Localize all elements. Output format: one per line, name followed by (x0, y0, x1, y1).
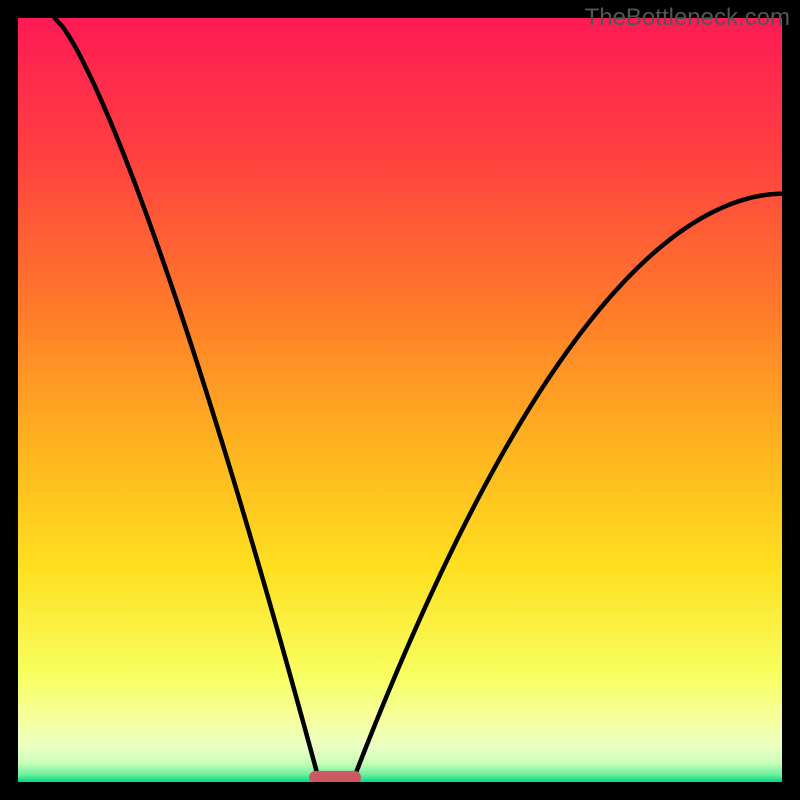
chart-stage: TheBottleneck.com (0, 0, 800, 800)
minimum-marker (309, 771, 361, 784)
chart-svg (0, 0, 800, 800)
watermark-text: TheBottleneck.com (585, 4, 790, 32)
